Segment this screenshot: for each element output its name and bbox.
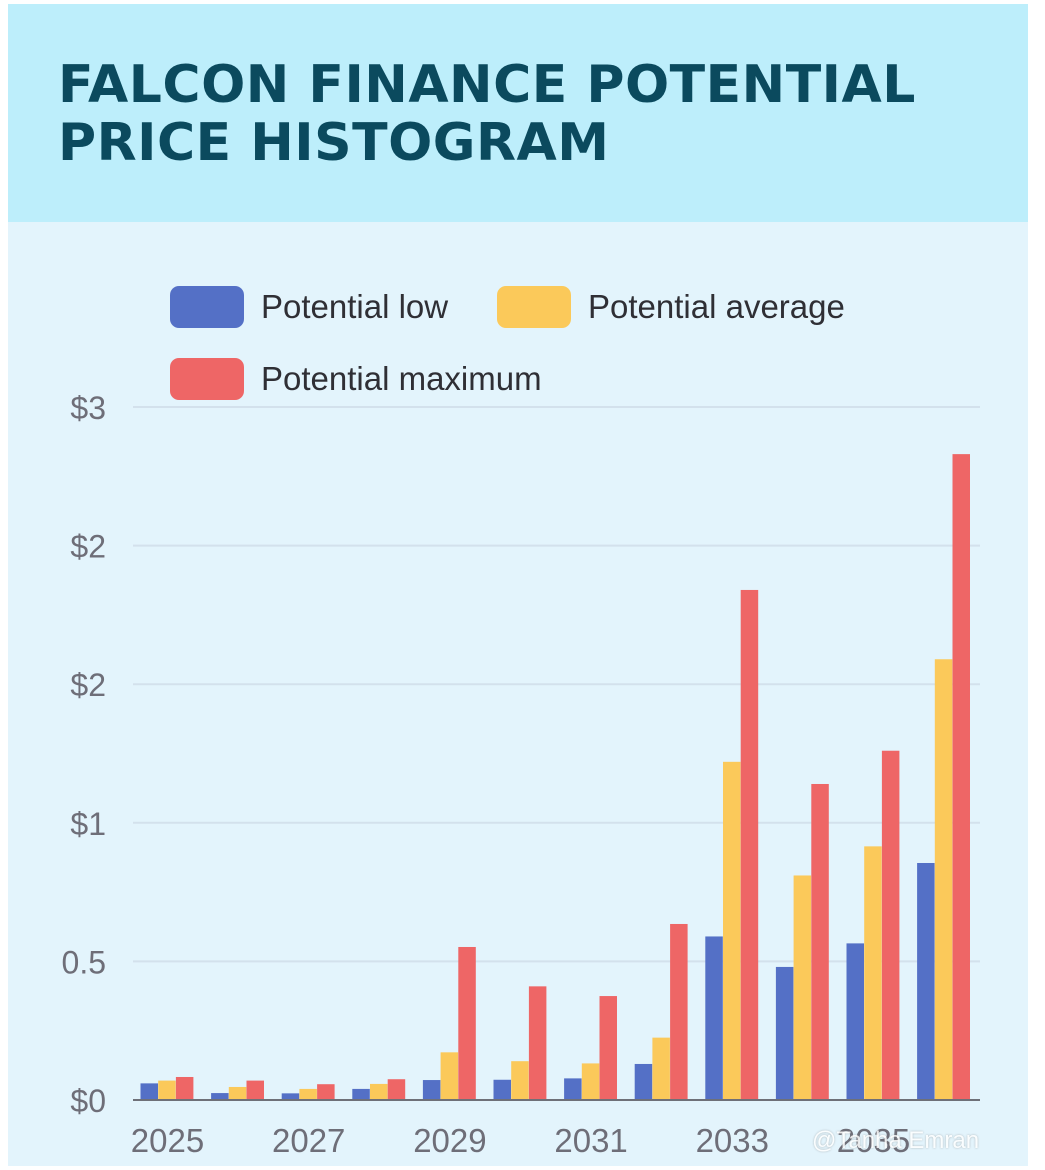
bar-maximum <box>599 996 617 1100</box>
legend-item-low: Potential low <box>170 286 470 330</box>
bar-maximum <box>881 750 900 1100</box>
bar-low <box>634 1063 653 1100</box>
bar-maximum <box>952 454 970 1100</box>
bar-low <box>493 1079 511 1100</box>
bar-low <box>846 943 864 1100</box>
bar-maximum <box>670 923 688 1100</box>
y-tick-label: $1 <box>70 806 106 842</box>
bar-low <box>422 1080 441 1100</box>
bar-average <box>511 1061 529 1100</box>
bar-maximum <box>458 946 476 1100</box>
chart-card: FALCON FINANCE POTENTIAL PRICE HISTOGRAM <box>8 4 1028 1166</box>
bar-average <box>440 1052 459 1100</box>
bar-average <box>864 846 882 1100</box>
legend-swatch-maximum <box>170 358 244 400</box>
bar-maximum <box>246 1080 264 1100</box>
bar-average <box>299 1088 317 1100</box>
legend-label-low: Potential low <box>261 288 449 325</box>
bar-average <box>934 659 953 1100</box>
bar-average <box>158 1080 176 1100</box>
header-banner: FALCON FINANCE POTENTIAL PRICE HISTOGRAM <box>8 4 1028 222</box>
bar-maximum <box>317 1084 335 1100</box>
chart-title: FALCON FINANCE POTENTIAL PRICE HISTOGRAM <box>58 55 916 173</box>
y-tick-label: 0.5 <box>62 944 106 980</box>
y-tick-label: $0 <box>70 1083 106 1119</box>
bar-maximum <box>740 589 759 1100</box>
bar-average <box>228 1086 247 1100</box>
legend-item-average: Potential average <box>497 286 877 330</box>
bar-maximum <box>175 1076 194 1100</box>
bar-low <box>705 936 723 1100</box>
x-tick-label: 2035 <box>837 1122 910 1159</box>
legend-label-maximum: Potential maximum <box>261 360 542 397</box>
y-tick-label: $2 <box>70 667 106 703</box>
x-tick-label: 2029 <box>413 1122 486 1159</box>
legend-swatch-average <box>497 286 571 328</box>
x-tick-label: 2027 <box>272 1122 345 1159</box>
bar-low <box>564 1078 582 1100</box>
x-tick-label: 2031 <box>554 1122 627 1159</box>
bar-average <box>793 875 812 1100</box>
bar-low <box>352 1088 370 1100</box>
y-tick-label: $2 <box>70 529 106 565</box>
bar-average <box>370 1083 388 1100</box>
bar-maximum <box>387 1079 406 1100</box>
bar-low <box>281 1093 300 1100</box>
legend-label-average: Potential average <box>588 288 845 325</box>
x-tick-label: 2025 <box>131 1122 204 1159</box>
bar-average <box>581 1063 600 1100</box>
x-tick-label: 2033 <box>696 1122 769 1159</box>
y-tick-label: $3 <box>70 390 106 426</box>
bar-low <box>917 862 935 1100</box>
legend-item-maximum: Potential maximum <box>170 358 590 402</box>
bar-low <box>211 1093 229 1100</box>
legend-swatch-low <box>170 286 244 328</box>
bar-maximum <box>528 986 547 1100</box>
bar-low <box>140 1083 158 1100</box>
bar-maximum <box>811 783 829 1100</box>
bar-low <box>775 966 794 1100</box>
bar-average <box>652 1037 670 1100</box>
bar-average <box>723 761 741 1100</box>
watermark: @Tanha Emran <box>812 1127 980 1154</box>
